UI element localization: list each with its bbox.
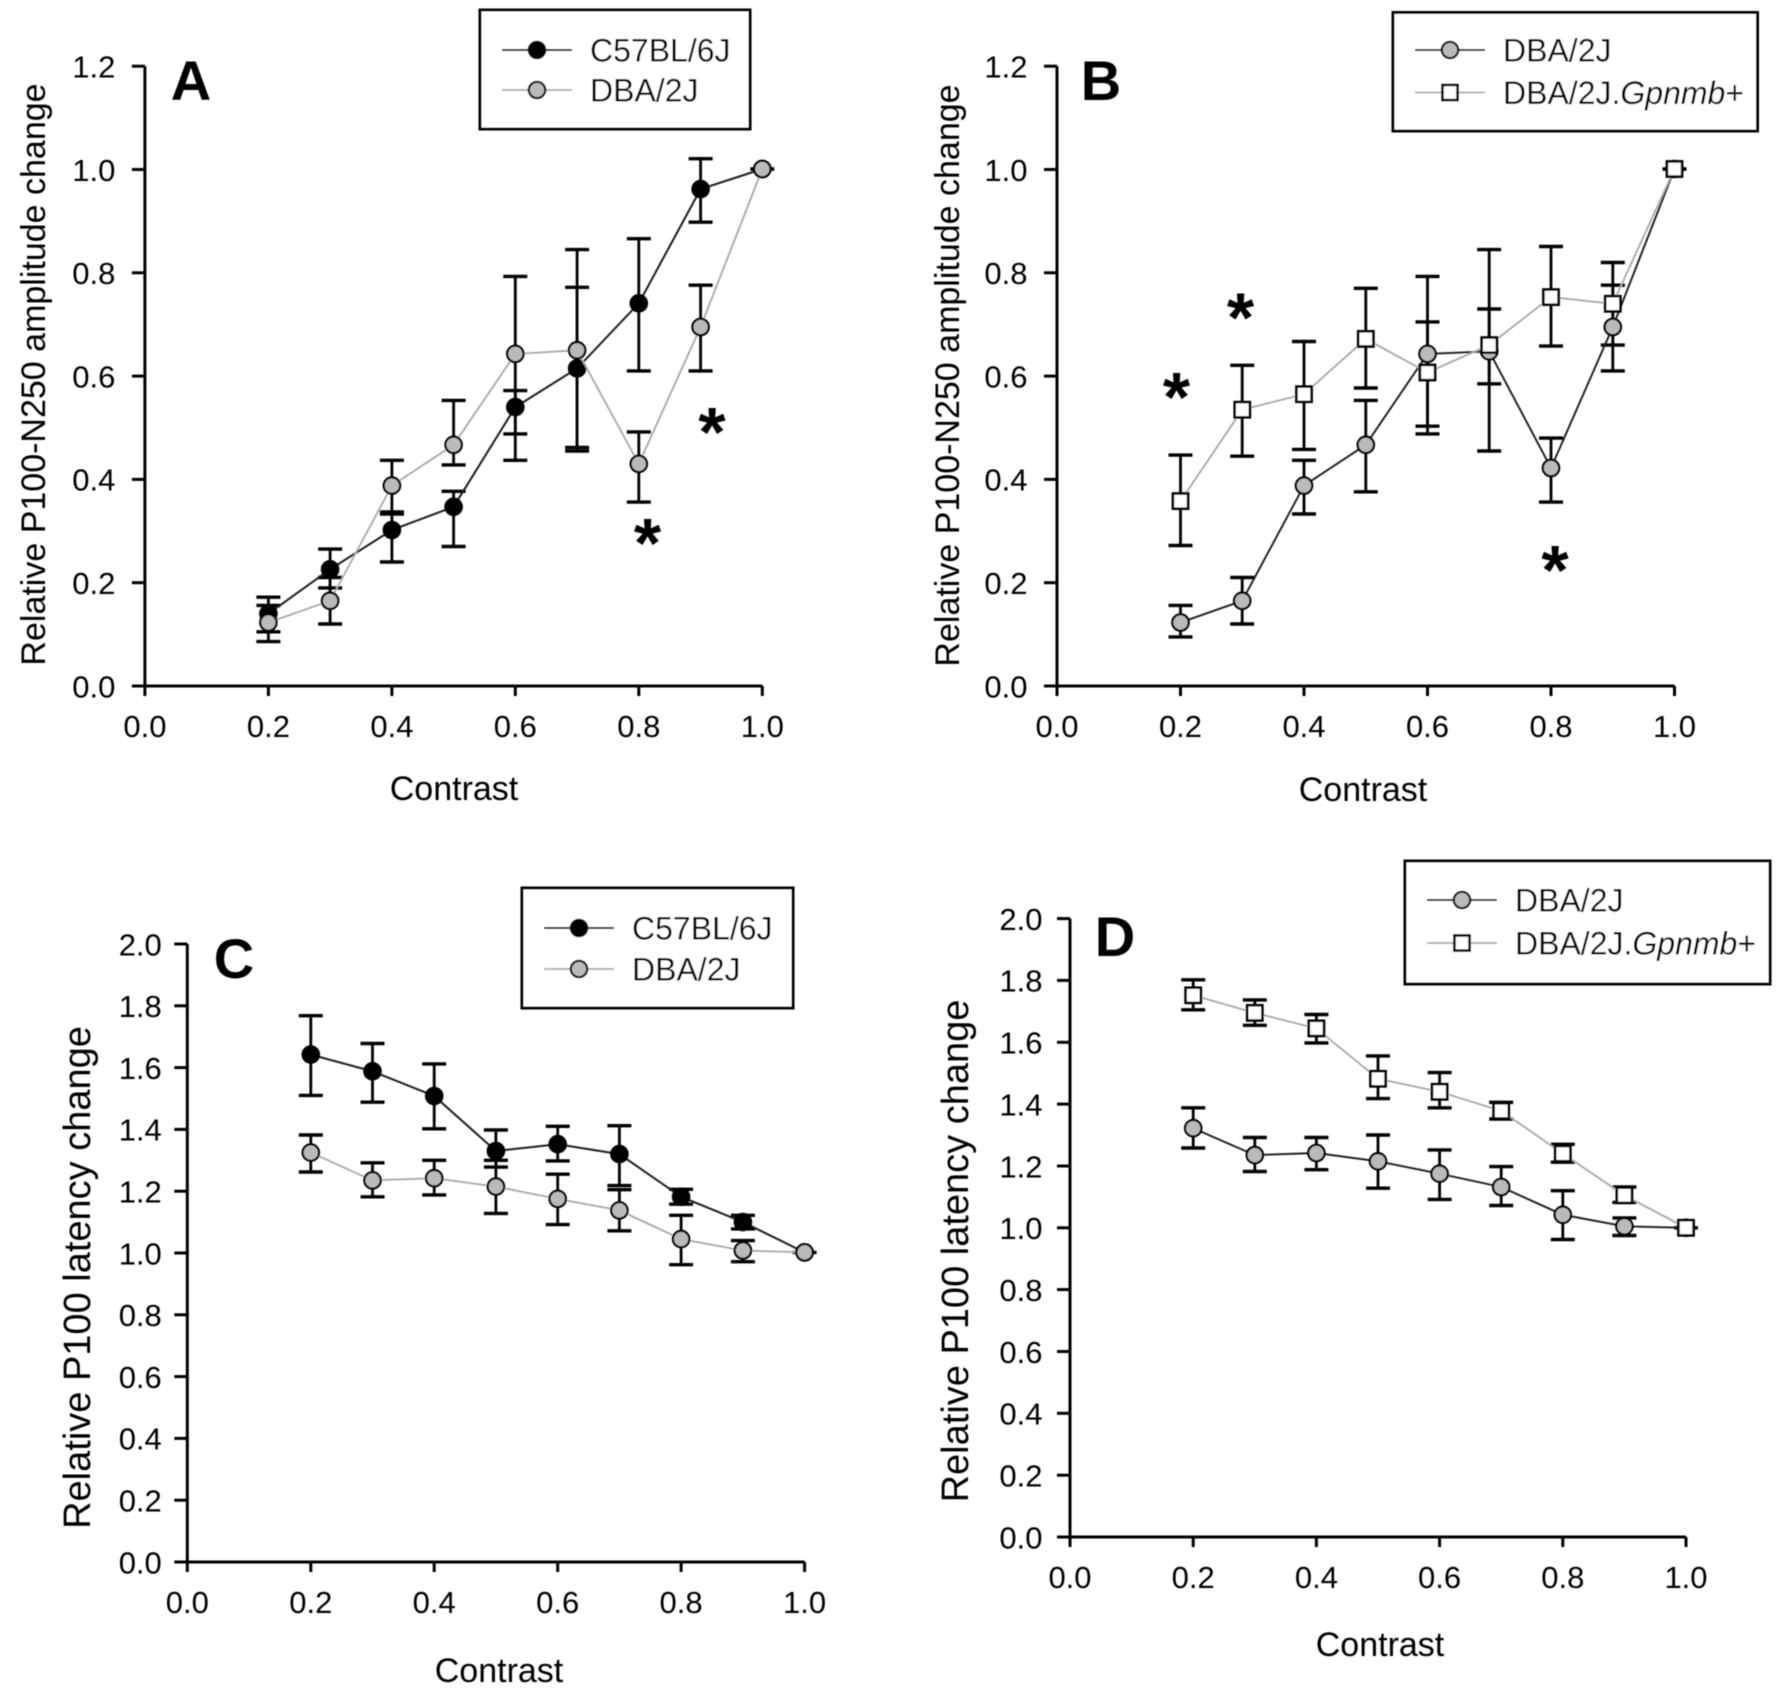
- svg-text:Relative P100 latency change: Relative P100 latency change: [57, 1026, 99, 1529]
- svg-text:1.2: 1.2: [999, 1149, 1042, 1184]
- svg-text:C57BL/6J: C57BL/6J: [590, 32, 731, 68]
- svg-text:1.0: 1.0: [72, 153, 115, 188]
- svg-text:Contrast: Contrast: [1299, 771, 1428, 809]
- svg-text:1.0: 1.0: [999, 1211, 1042, 1246]
- svg-text:0.6: 0.6: [1406, 709, 1449, 744]
- svg-text:Relative P100-N250 amplitude c: Relative P100-N250 amplitude change: [929, 84, 967, 666]
- svg-text:0.2: 0.2: [1172, 1560, 1215, 1595]
- svg-text:*: *: [1227, 279, 1255, 357]
- svg-text:0.0: 0.0: [999, 1520, 1042, 1555]
- svg-text:0.0: 0.0: [119, 1545, 162, 1580]
- svg-text:0.2: 0.2: [72, 566, 115, 601]
- svg-text:0.4: 0.4: [984, 463, 1027, 498]
- svg-text:0.6: 0.6: [1418, 1560, 1461, 1595]
- svg-text:0.0: 0.0: [123, 709, 166, 744]
- svg-text:DBA/2J: DBA/2J: [632, 951, 740, 987]
- svg-text:0.6: 0.6: [494, 709, 537, 744]
- svg-text:1.0: 1.0: [741, 709, 784, 744]
- svg-text:0.8: 0.8: [984, 256, 1027, 291]
- svg-text:0.4: 0.4: [1282, 709, 1325, 744]
- svg-text:0.2: 0.2: [1159, 709, 1202, 744]
- svg-text:0.0: 0.0: [72, 669, 115, 704]
- svg-text:DBA/2J.Gpnmb+: DBA/2J.Gpnmb+: [1503, 75, 1744, 111]
- svg-text:0.6: 0.6: [119, 1360, 162, 1395]
- svg-text:1.0: 1.0: [119, 1236, 162, 1271]
- svg-text:0.4: 0.4: [72, 463, 115, 498]
- svg-text:1.4: 1.4: [999, 1087, 1042, 1122]
- svg-text:Contrast: Contrast: [390, 770, 519, 808]
- svg-text:1.6: 1.6: [119, 1051, 162, 1086]
- svg-text:0.2: 0.2: [119, 1484, 162, 1519]
- svg-text:1.6: 1.6: [999, 1026, 1042, 1061]
- svg-text:1.2: 1.2: [119, 1175, 162, 1210]
- svg-text:0.4: 0.4: [413, 1585, 456, 1620]
- svg-text:*: *: [698, 393, 726, 471]
- svg-text:C: C: [214, 927, 254, 990]
- svg-text:0.2: 0.2: [999, 1459, 1042, 1494]
- svg-text:0.8: 0.8: [660, 1585, 703, 1620]
- svg-text:0.6: 0.6: [72, 359, 115, 394]
- svg-text:DBA/2J: DBA/2J: [1503, 32, 1611, 68]
- svg-text:0.4: 0.4: [119, 1422, 162, 1457]
- svg-text:0.2: 0.2: [289, 1585, 332, 1620]
- svg-text:*: *: [634, 504, 662, 582]
- svg-text:1.0: 1.0: [984, 153, 1027, 188]
- svg-text:Contrast: Contrast: [1316, 1626, 1445, 1664]
- svg-text:1.2: 1.2: [72, 50, 115, 85]
- svg-text:Contrast: Contrast: [435, 1652, 564, 1690]
- svg-text:DBA/2J.Gpnmb+: DBA/2J.Gpnmb+: [1515, 925, 1756, 961]
- svg-text:1.0: 1.0: [1664, 1560, 1707, 1595]
- svg-text:0.4: 0.4: [1295, 1560, 1338, 1595]
- svg-text:0.0: 0.0: [1035, 709, 1078, 744]
- svg-text:0.8: 0.8: [1529, 709, 1572, 744]
- svg-text:0.8: 0.8: [72, 256, 115, 291]
- svg-text:0.4: 0.4: [999, 1397, 1042, 1432]
- svg-text:1.8: 1.8: [999, 964, 1042, 999]
- svg-text:1.2: 1.2: [984, 50, 1027, 85]
- svg-text:D: D: [1095, 905, 1135, 968]
- svg-text:2.0: 2.0: [999, 902, 1042, 937]
- svg-text:0.0: 0.0: [984, 669, 1027, 704]
- svg-text:*: *: [1163, 358, 1191, 436]
- svg-text:DBA/2J: DBA/2J: [1515, 882, 1623, 918]
- svg-text:0.6: 0.6: [999, 1335, 1042, 1370]
- svg-text:0.8: 0.8: [119, 1298, 162, 1333]
- svg-text:*: *: [1541, 531, 1569, 609]
- svg-text:0.8: 0.8: [999, 1273, 1042, 1308]
- svg-text:1.4: 1.4: [119, 1113, 162, 1148]
- svg-text:0.2: 0.2: [984, 566, 1027, 601]
- svg-text:DBA/2J: DBA/2J: [590, 72, 698, 108]
- svg-text:0.0: 0.0: [166, 1585, 209, 1620]
- svg-text:0.0: 0.0: [1048, 1560, 1091, 1595]
- svg-text:0.6: 0.6: [984, 359, 1027, 394]
- svg-text:0.2: 0.2: [247, 709, 290, 744]
- svg-text:B: B: [1081, 49, 1121, 112]
- svg-text:1.8: 1.8: [119, 989, 162, 1024]
- svg-text:Relative P100 latency change: Relative P100 latency change: [935, 1000, 977, 1503]
- svg-text:Relative P100-N250 amplitude c: Relative P100-N250 amplitude change: [15, 83, 53, 665]
- svg-text:1.0: 1.0: [783, 1585, 826, 1620]
- svg-text:2.0: 2.0: [119, 927, 162, 962]
- svg-text:0.4: 0.4: [370, 709, 413, 744]
- svg-text:1.0: 1.0: [1653, 709, 1696, 744]
- svg-text:C57BL/6J: C57BL/6J: [632, 910, 773, 946]
- svg-text:A: A: [171, 49, 211, 112]
- svg-text:0.6: 0.6: [536, 1585, 579, 1620]
- svg-text:0.8: 0.8: [617, 709, 660, 744]
- svg-text:0.8: 0.8: [1541, 1560, 1584, 1595]
